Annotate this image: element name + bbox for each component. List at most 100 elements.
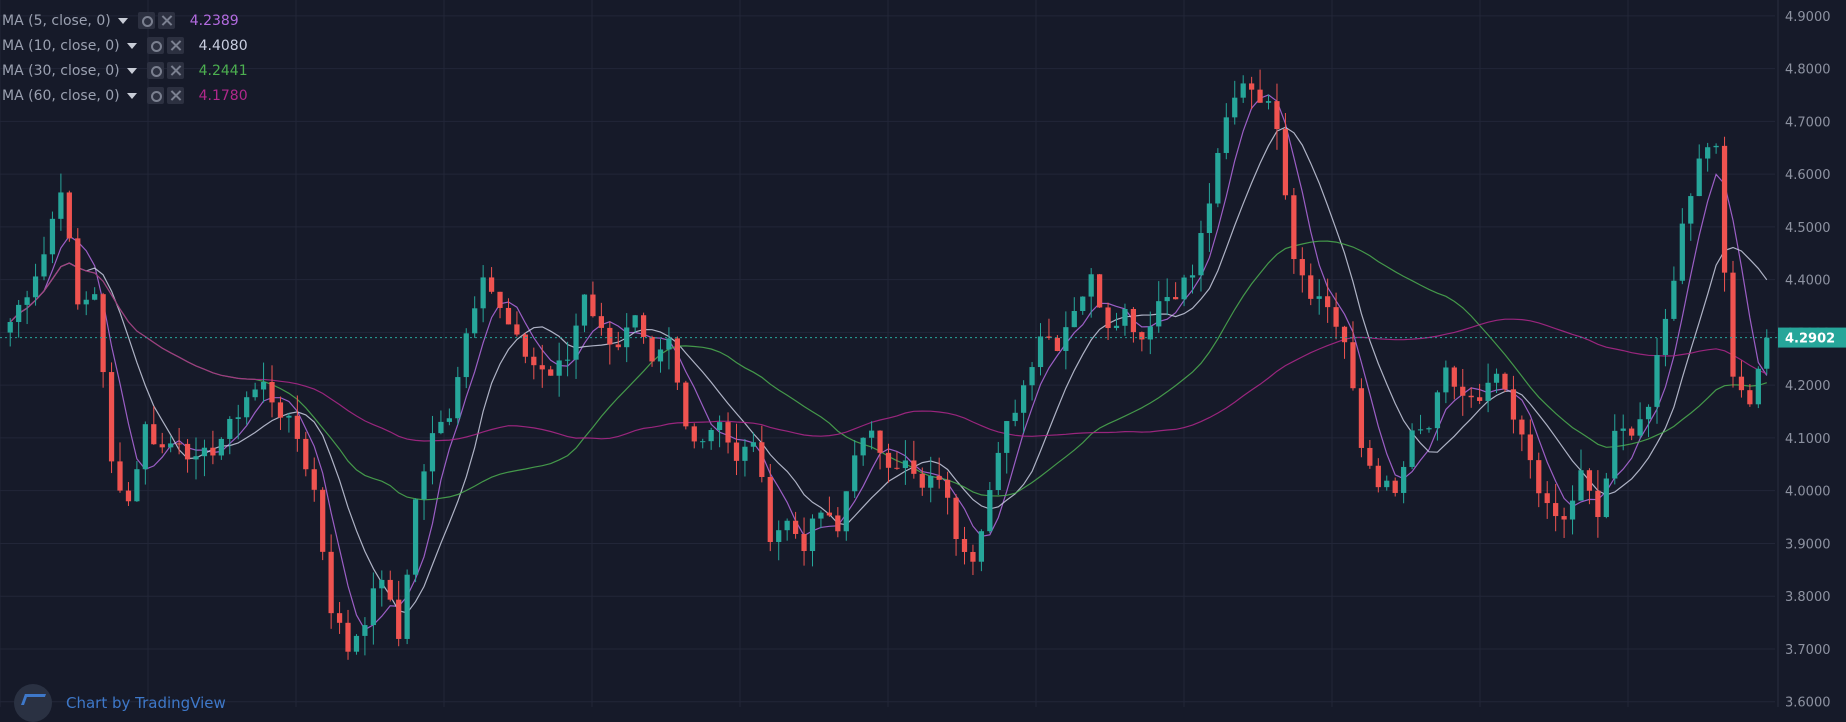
current-price-label: 4.2902 bbox=[1785, 332, 1835, 347]
watermark-text[interactable]: Chart by TradingView bbox=[66, 694, 226, 712]
candle-body bbox=[260, 381, 267, 390]
candle-body bbox=[548, 369, 554, 376]
candle-body bbox=[1671, 280, 1677, 319]
candle-body bbox=[1333, 307, 1339, 327]
legend-name[interactable]: MA (60, close, 0) bbox=[2, 87, 120, 104]
candle-body bbox=[607, 327, 613, 345]
close-icon[interactable] bbox=[166, 87, 184, 104]
candle-body bbox=[1181, 277, 1187, 300]
legend-name[interactable]: MA (10, close, 0) bbox=[2, 37, 120, 54]
candle-body bbox=[1046, 336, 1052, 338]
candle-body bbox=[336, 613, 343, 623]
candle-body bbox=[556, 360, 562, 376]
candle-body bbox=[835, 515, 841, 532]
candle-body bbox=[978, 531, 985, 562]
candle-body bbox=[1367, 447, 1373, 466]
y-tick-label: 4.2000 bbox=[1785, 379, 1831, 394]
candle-body bbox=[1527, 434, 1533, 461]
candle-body bbox=[345, 622, 351, 652]
price-chart[interactable]: 4.90004.80004.70004.60004.50004.40004.30… bbox=[0, 0, 1846, 707]
candle-body bbox=[767, 476, 773, 542]
legend-row-ma10[interactable]: MA (10, close, 0) 4.4080 bbox=[2, 33, 248, 58]
y-tick-label: 4.6000 bbox=[1785, 168, 1831, 183]
candle-body bbox=[1747, 390, 1753, 405]
candle-body bbox=[514, 324, 520, 335]
candle-body bbox=[1612, 430, 1618, 479]
gear-icon[interactable] bbox=[146, 37, 164, 54]
candle-body bbox=[1164, 297, 1170, 302]
close-icon[interactable] bbox=[157, 12, 175, 29]
candle-body bbox=[1071, 310, 1077, 328]
candle-body bbox=[691, 426, 697, 442]
legend-name[interactable]: MA (5, close, 0) bbox=[2, 12, 111, 29]
candle-body bbox=[269, 381, 275, 403]
candle-body bbox=[1257, 89, 1263, 103]
chevron-down-icon[interactable] bbox=[126, 67, 137, 74]
candle-body bbox=[1037, 336, 1044, 368]
gear-icon[interactable] bbox=[146, 62, 164, 79]
ma5-line bbox=[9, 94, 1768, 631]
gear-icon[interactable] bbox=[137, 12, 155, 29]
candle-body bbox=[1139, 332, 1145, 340]
candle-body bbox=[843, 491, 849, 532]
candle-body bbox=[1603, 478, 1609, 518]
y-tick-label: 4.7000 bbox=[1785, 115, 1831, 130]
candle-body bbox=[590, 294, 596, 317]
candle-body bbox=[1662, 318, 1669, 355]
candle-body bbox=[505, 307, 512, 325]
close-icon[interactable] bbox=[166, 37, 184, 54]
candle-body bbox=[370, 588, 376, 626]
candle-body bbox=[142, 424, 148, 470]
legend-row-ma60[interactable]: MA (60, close, 0) 4.1780 bbox=[2, 83, 248, 108]
candle-body bbox=[1536, 460, 1542, 494]
tradingview-watermark[interactable]: Chart by TradingView bbox=[14, 684, 226, 722]
candle-body bbox=[277, 402, 284, 418]
candle-body bbox=[1738, 376, 1745, 391]
candle-body bbox=[792, 520, 799, 534]
candle-body bbox=[1029, 367, 1035, 386]
candle-body bbox=[1147, 326, 1153, 340]
candle-body bbox=[353, 635, 360, 652]
candle-body bbox=[455, 377, 461, 419]
candle-body bbox=[1097, 274, 1103, 308]
candle-body bbox=[16, 304, 22, 323]
candle-body bbox=[1620, 428, 1626, 431]
chevron-down-icon[interactable] bbox=[117, 17, 128, 24]
candle-body bbox=[1629, 428, 1635, 436]
candle-body bbox=[818, 512, 824, 519]
candle-body bbox=[387, 579, 393, 600]
price-axis[interactable]: 4.90004.80004.70004.60004.50004.40004.30… bbox=[1777, 0, 1846, 707]
candle-body bbox=[1485, 382, 1491, 401]
candle-body bbox=[244, 397, 250, 418]
candle-body bbox=[41, 254, 47, 277]
chevron-down-icon[interactable] bbox=[126, 42, 137, 49]
chevron-down-icon[interactable] bbox=[126, 92, 137, 99]
candle-body bbox=[632, 315, 638, 328]
candle-body bbox=[83, 299, 89, 305]
candle-body bbox=[928, 475, 934, 488]
candle-body bbox=[1223, 117, 1229, 153]
legend-row-ma5[interactable]: MA (5, close, 0) 4.2389 bbox=[2, 8, 248, 33]
candle-body bbox=[1282, 129, 1289, 196]
candle-body bbox=[404, 574, 410, 639]
legend-value: 4.2389 bbox=[189, 12, 239, 29]
candle-body bbox=[733, 442, 740, 461]
candle-body bbox=[421, 471, 427, 500]
close-icon[interactable] bbox=[166, 62, 184, 79]
candle-body bbox=[438, 421, 444, 434]
candle-body bbox=[1502, 373, 1508, 390]
candle-body bbox=[1274, 101, 1280, 130]
candle-body bbox=[1156, 301, 1162, 327]
legend-name[interactable]: MA (30, close, 0) bbox=[2, 62, 120, 79]
candle-body bbox=[970, 551, 976, 562]
gear-icon[interactable] bbox=[146, 87, 164, 104]
legend-row-ma30[interactable]: MA (30, close, 0) 4.2441 bbox=[2, 58, 248, 83]
candle-body bbox=[995, 452, 1001, 490]
candle-body bbox=[1004, 421, 1010, 453]
candle-body bbox=[522, 334, 528, 357]
candle-body bbox=[412, 499, 419, 575]
candle-body bbox=[235, 417, 241, 419]
candle-body bbox=[396, 599, 402, 639]
candle-body bbox=[961, 539, 968, 552]
candle-body bbox=[1451, 367, 1457, 387]
